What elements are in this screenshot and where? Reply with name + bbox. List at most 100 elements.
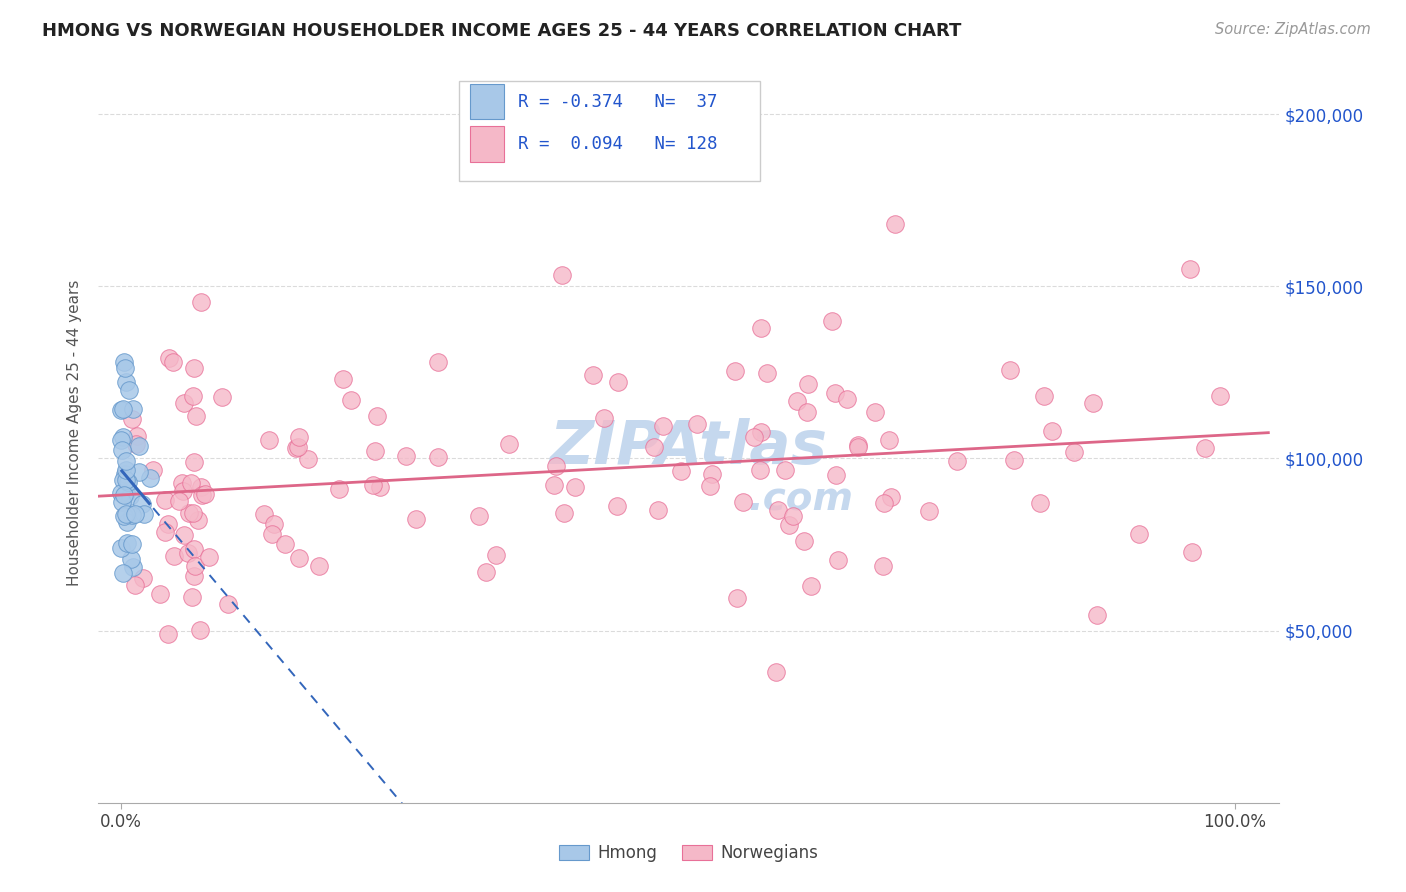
Point xyxy=(177,545,200,559)
Point xyxy=(114,507,136,521)
Point xyxy=(751,425,773,439)
Point xyxy=(217,597,239,611)
Point xyxy=(766,503,789,517)
Point xyxy=(364,444,387,458)
Point xyxy=(112,566,135,580)
Point xyxy=(167,493,190,508)
Point xyxy=(427,450,450,464)
Point xyxy=(1085,607,1108,622)
Point xyxy=(115,485,138,500)
Point xyxy=(121,537,143,551)
Point xyxy=(132,571,155,585)
Point xyxy=(796,405,818,419)
Y-axis label: Householder Income Ages 25 - 44 years: Householder Income Ages 25 - 44 years xyxy=(67,279,83,586)
Point xyxy=(751,320,773,334)
Point xyxy=(111,430,134,444)
Point xyxy=(173,528,195,542)
Point xyxy=(153,524,176,539)
Point xyxy=(593,410,616,425)
Point xyxy=(782,508,804,523)
Point xyxy=(582,368,605,383)
Point xyxy=(115,535,138,549)
Point xyxy=(778,517,800,532)
Point xyxy=(686,417,709,432)
Point xyxy=(183,455,205,469)
Point xyxy=(998,363,1021,377)
Point xyxy=(474,565,496,579)
Point xyxy=(191,488,214,502)
Point xyxy=(111,494,134,508)
Point xyxy=(543,478,565,492)
Text: .com: .com xyxy=(748,480,853,518)
Point xyxy=(880,490,903,504)
Point xyxy=(110,486,132,500)
Point xyxy=(156,516,179,531)
Point xyxy=(865,405,887,419)
Text: ZIPAtlas: ZIPAtlas xyxy=(550,418,828,477)
Point xyxy=(800,579,823,593)
Point xyxy=(110,541,132,556)
Point xyxy=(131,497,153,511)
Point xyxy=(731,495,754,509)
Point xyxy=(121,411,143,425)
FancyBboxPatch shape xyxy=(458,81,759,181)
Point xyxy=(122,401,145,416)
Point xyxy=(115,454,138,468)
Point xyxy=(112,473,135,487)
Point xyxy=(669,464,692,478)
Point xyxy=(368,480,391,494)
Point xyxy=(257,434,280,448)
Point xyxy=(468,509,491,524)
Point xyxy=(127,429,149,443)
Point xyxy=(172,475,194,490)
Point xyxy=(163,549,186,563)
Point xyxy=(340,392,363,407)
Point xyxy=(115,375,138,389)
Point xyxy=(183,569,205,583)
Point xyxy=(606,375,628,389)
Point xyxy=(1128,527,1150,541)
Point xyxy=(793,533,815,548)
Point xyxy=(426,355,449,369)
Point xyxy=(725,591,748,605)
Point xyxy=(647,503,669,517)
Point xyxy=(405,512,427,526)
Point xyxy=(180,476,202,491)
Point xyxy=(765,665,787,679)
Point xyxy=(1194,442,1216,456)
Text: R = -0.374   N=  37: R = -0.374 N= 37 xyxy=(517,93,717,111)
Point xyxy=(198,549,221,564)
Point xyxy=(177,506,200,520)
Point xyxy=(142,463,165,477)
Point xyxy=(824,386,846,401)
Point xyxy=(188,623,211,637)
Point xyxy=(149,587,172,601)
Point xyxy=(263,516,285,531)
Point xyxy=(872,496,894,510)
Point xyxy=(114,361,136,376)
Point xyxy=(498,437,520,451)
Point xyxy=(287,440,309,454)
Text: HMONG VS NORWEGIAN HOUSEHOLDER INCOME AGES 25 - 44 YEARS CORRELATION CHART: HMONG VS NORWEGIAN HOUSEHOLDER INCOME AG… xyxy=(42,22,962,40)
Point xyxy=(884,217,907,231)
Point xyxy=(786,393,808,408)
Point xyxy=(118,489,141,503)
Point xyxy=(132,507,155,521)
Point xyxy=(157,351,180,365)
Point xyxy=(181,590,204,604)
Point xyxy=(162,354,184,368)
Point xyxy=(827,553,849,567)
Point xyxy=(652,419,675,434)
Point xyxy=(1002,452,1025,467)
Point xyxy=(111,402,134,417)
Text: R =  0.094   N= 128: R = 0.094 N= 128 xyxy=(517,135,717,153)
Point xyxy=(139,471,162,485)
Point xyxy=(288,550,311,565)
Point xyxy=(1181,545,1204,559)
Point xyxy=(756,366,779,380)
Point xyxy=(184,409,207,424)
Point xyxy=(553,506,575,520)
Point xyxy=(1081,395,1104,409)
Point xyxy=(837,392,859,407)
Point xyxy=(120,551,142,566)
